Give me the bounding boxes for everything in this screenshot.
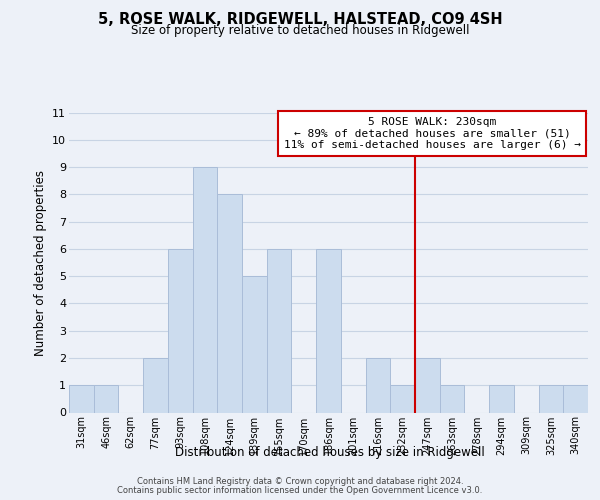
Bar bbox=[168, 249, 193, 412]
Bar bbox=[94, 385, 118, 412]
Bar bbox=[217, 194, 242, 412]
Bar bbox=[415, 358, 440, 412]
Bar bbox=[193, 167, 217, 412]
Bar bbox=[143, 358, 168, 412]
Text: Contains HM Land Registry data © Crown copyright and database right 2024.: Contains HM Land Registry data © Crown c… bbox=[137, 477, 463, 486]
Text: Size of property relative to detached houses in Ridgewell: Size of property relative to detached ho… bbox=[131, 24, 469, 37]
Bar bbox=[489, 385, 514, 412]
Bar bbox=[390, 385, 415, 412]
Y-axis label: Number of detached properties: Number of detached properties bbox=[34, 170, 47, 356]
Bar bbox=[539, 385, 563, 412]
Bar bbox=[316, 249, 341, 412]
Bar bbox=[242, 276, 267, 412]
Bar bbox=[563, 385, 588, 412]
Bar bbox=[69, 385, 94, 412]
Bar bbox=[440, 385, 464, 412]
Text: Contains public sector information licensed under the Open Government Licence v3: Contains public sector information licen… bbox=[118, 486, 482, 495]
Text: 5, ROSE WALK, RIDGEWELL, HALSTEAD, CO9 4SH: 5, ROSE WALK, RIDGEWELL, HALSTEAD, CO9 4… bbox=[98, 12, 502, 28]
Text: 5 ROSE WALK: 230sqm
← 89% of detached houses are smaller (51)
11% of semi-detach: 5 ROSE WALK: 230sqm ← 89% of detached ho… bbox=[284, 117, 581, 150]
Bar bbox=[365, 358, 390, 412]
Bar bbox=[267, 249, 292, 412]
Text: Distribution of detached houses by size in Ridgewell: Distribution of detached houses by size … bbox=[175, 446, 485, 459]
